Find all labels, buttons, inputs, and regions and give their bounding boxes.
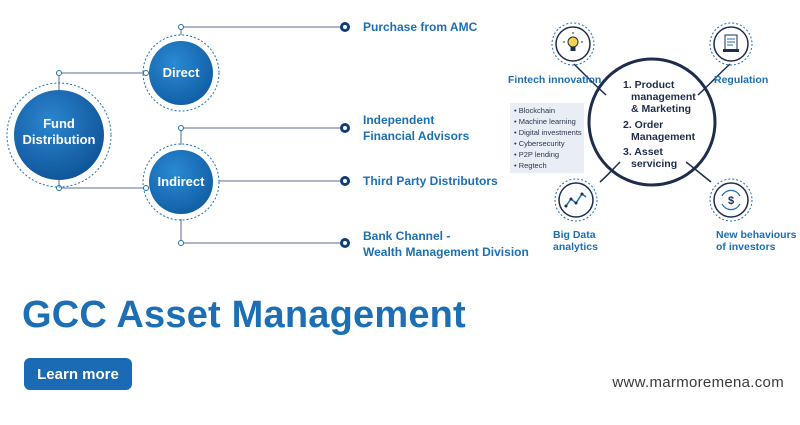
asset-management-diagram: 1. Product management & Marketing 2. Ord…	[508, 22, 797, 253]
fintech-list-item: • Machine learning	[514, 117, 576, 126]
center-item3-line2: servicing	[631, 158, 677, 170]
connector-dot	[56, 185, 62, 191]
center-item3-line1: 3. Asset	[623, 146, 663, 158]
regulation-ring	[709, 22, 753, 66]
dollar-cycle-icon: $	[721, 189, 741, 211]
bank-label-line1: Bank Channel -	[363, 229, 450, 243]
newbeh-label-line2: of investors	[716, 241, 776, 253]
connector-indirect-bank	[180, 219, 345, 244]
center-item2-line1: 2. Order	[623, 119, 663, 131]
fintech-ring	[551, 22, 595, 66]
connector-dot	[178, 240, 184, 246]
newbeh-label-line1: New behaviours	[716, 229, 797, 241]
fintech-list-item: • Blockchain	[514, 106, 555, 115]
center-item2-line2: Management	[631, 131, 696, 143]
connector-dot	[143, 185, 149, 191]
learn-more-button[interactable]: Learn more	[24, 358, 132, 390]
svg-text:$: $	[728, 195, 734, 207]
website-url: www.marmoremena.com	[612, 374, 784, 391]
fintech-list-box	[510, 103, 584, 173]
connector-root-indirect	[58, 178, 146, 189]
indirect-label: Indirect	[158, 174, 206, 189]
line-chart-icon	[564, 192, 587, 208]
leaf-dot-inner	[343, 179, 347, 183]
connector-direct-purchase	[180, 26, 345, 35]
center-item1-line1: 1. Product	[623, 79, 675, 91]
newbeh-ring	[709, 178, 753, 222]
fintech-label: Fintech innovation	[508, 74, 601, 86]
indirect-node-ring	[142, 143, 220, 221]
direct-node-ring	[142, 34, 220, 112]
fintech-list-item: • Cybersecurity	[514, 139, 565, 148]
direct-label: Direct	[163, 65, 201, 80]
connector-bigdata	[599, 161, 621, 183]
root-label-line1: Fund	[43, 116, 75, 131]
ifa-label-line1: Independent	[363, 113, 434, 127]
connector-root-direct	[58, 72, 146, 92]
document-icon	[723, 34, 739, 52]
bigdata-label-line1: Big Data	[553, 229, 596, 241]
ifa-label-line2: Financial Advisors	[363, 129, 470, 143]
page-title: GCC Asset Management	[22, 294, 466, 336]
center-item1-line2: management	[631, 91, 696, 103]
leaf-dot-inner	[343, 126, 347, 130]
newbeh-node	[713, 182, 749, 218]
direct-node	[149, 41, 213, 105]
center-item1-line3: & Marketing	[631, 103, 691, 115]
connector-dot	[178, 24, 184, 30]
fund-distribution-diagram: Fund Distribution Direct Indirect Purcha…	[6, 20, 529, 259]
bank-label-line2: Wealth Management Division	[363, 245, 529, 259]
fintech-list-item: • P2P lending	[514, 150, 559, 159]
connector-dot	[56, 70, 62, 76]
connector-fintech	[573, 63, 607, 96]
lightbulb-icon	[563, 32, 583, 51]
fintech-list: • Blockchain • Machine learning • Digita…	[514, 106, 582, 170]
tpd-label: Third Party Distributors	[363, 174, 498, 188]
regulation-label: Regulation	[714, 74, 768, 86]
leaf-dot-inner	[343, 25, 347, 29]
connector-newbeh	[685, 161, 712, 183]
connector-indirect-ifa	[180, 127, 345, 145]
connector-regulation	[697, 63, 731, 96]
leaf-dot-inner	[343, 241, 347, 245]
indirect-node	[149, 150, 213, 214]
root-node	[14, 90, 104, 180]
connector-dot	[178, 125, 184, 131]
fintech-list-item: • Digital investments	[514, 128, 582, 137]
center-ring	[587, 57, 717, 187]
purchase-label: Purchase from AMC	[363, 20, 478, 34]
root-node-ring	[6, 82, 112, 188]
connector-dot	[143, 70, 149, 76]
fintech-list-item: • Regtech	[514, 161, 547, 170]
bigdata-label-line2: analytics	[553, 241, 598, 253]
root-label-line2: Distribution	[23, 132, 96, 147]
bigdata-ring	[554, 178, 598, 222]
bigdata-node	[558, 182, 594, 218]
